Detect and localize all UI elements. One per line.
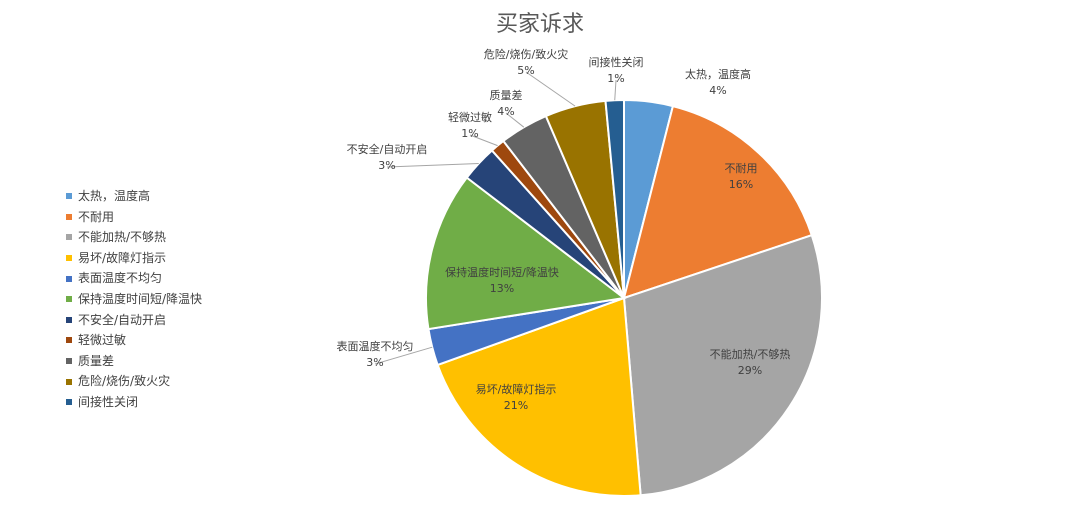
- legend-swatch: [66, 275, 72, 282]
- legend-item: 不安全/自动开启: [66, 310, 202, 331]
- legend-label: 表面温度不均匀: [78, 271, 163, 286]
- legend-label: 间接性关闭: [78, 394, 139, 409]
- legend-item: 不能加热/不够热: [66, 227, 202, 248]
- slice-category-label: 太热，温度高: [685, 67, 751, 81]
- slice-category-label: 表面温度不均匀: [337, 339, 414, 353]
- legend-label: 不能加热/不够热: [78, 230, 167, 245]
- legend-item: 表面温度不均匀: [66, 268, 202, 289]
- leader-line: [614, 79, 617, 101]
- slice-percent-label: 29%: [738, 364, 762, 377]
- slice-percent-label: 4%: [709, 84, 726, 97]
- legend-swatch: [66, 193, 72, 200]
- legend-swatch: [66, 358, 72, 365]
- legend: 太热，温度高 不耐用不能加热/不够热 易坏/故障灯指示 表面温度不均匀保持温度时间短/…: [66, 186, 202, 413]
- slice-category-label: 不能加热/不够热: [710, 347, 791, 361]
- legend-swatch: [66, 399, 72, 406]
- slice-category-label: 轻微过敏: [448, 110, 492, 124]
- legend-item: 不耐用: [66, 207, 202, 228]
- legend-item: 太热，温度高: [66, 186, 202, 207]
- slice-category-label: 质量差: [490, 88, 523, 102]
- legend-swatch: [66, 316, 72, 323]
- legend-item: 轻微过敏: [66, 330, 202, 351]
- legend-swatch: [66, 255, 72, 262]
- chart-title: 买家诉求: [495, 12, 584, 37]
- leader-line: [525, 71, 576, 107]
- leader-line: [374, 346, 433, 365]
- slice-percent-label: 1%: [607, 72, 624, 85]
- legend-label: 太热，温度高: [78, 189, 151, 203]
- slice-percent-label: 16%: [729, 178, 753, 191]
- legend-label: 轻微过敏: [78, 333, 127, 348]
- slice-category-label: 不耐用: [725, 162, 758, 175]
- slice-category-label: 危险/烧伤/致火灾: [484, 47, 568, 61]
- legend-label: 不耐用: [78, 209, 115, 224]
- leader-line: [505, 112, 525, 128]
- slice-category-label: 间接性关闭: [589, 55, 644, 69]
- legend-item: 间接性关闭: [66, 392, 202, 413]
- leader-line: [386, 162, 479, 168]
- slice-category-label: 易坏/故障灯指示: [476, 382, 557, 396]
- slice-category-label: 保持温度时间短/降温快: [445, 265, 559, 279]
- leader-line: [469, 134, 498, 147]
- legend-label: 危险/烧伤/致火灾: [78, 374, 171, 389]
- legend-label: 质量差: [78, 353, 115, 368]
- slice-percent-label: 5%: [517, 64, 534, 77]
- legend-label: 保持温度时间短/降温快: [78, 291, 203, 306]
- slice-percent-label: 1%: [461, 127, 478, 140]
- pie-slice: [425, 176, 627, 331]
- slice-percent-label: 21%: [504, 399, 528, 412]
- slice-percent-label: 3%: [378, 159, 395, 172]
- legend-label: 易坏/故障灯指示: [78, 250, 167, 265]
- slice-percent-label: 13%: [490, 282, 514, 295]
- slice-percent-label: 3%: [366, 356, 383, 369]
- legend-swatch: [66, 378, 72, 385]
- legend-label: 不安全/自动开启: [78, 312, 167, 327]
- legend-item: 危险/烧伤/致火灾: [66, 371, 202, 392]
- legend-swatch: [66, 213, 72, 220]
- legend-swatch: [66, 296, 72, 303]
- pie-slice: [604, 98, 625, 299]
- legend-item: 保持温度时间短/降温快: [66, 289, 202, 310]
- slice-category-label: 不安全/自动开启: [347, 142, 428, 156]
- legend-item: 易坏/故障灯指示: [66, 248, 202, 269]
- legend-swatch: [66, 337, 72, 344]
- pie-slice: [622, 233, 823, 497]
- legend-swatch: [66, 234, 72, 241]
- legend-item: 质量差: [66, 351, 202, 372]
- slice-percent-label: 4%: [497, 105, 514, 118]
